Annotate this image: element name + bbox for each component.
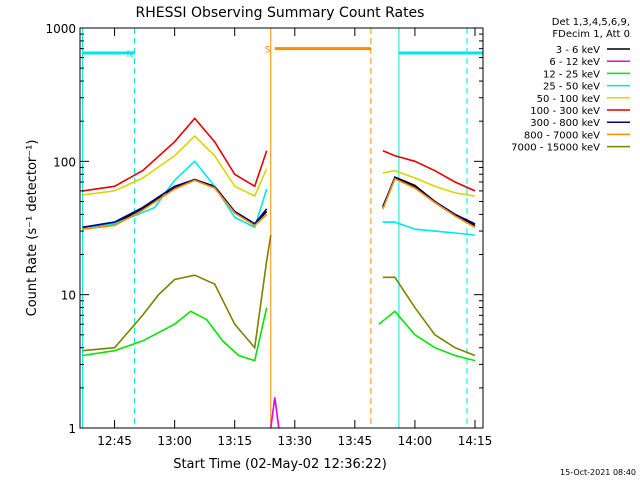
series-line-3 bbox=[82, 307, 476, 362]
y-tick-label-3: 100 bbox=[53, 155, 76, 169]
x-axis-label: Start Time (02-May-02 12:36:22) bbox=[173, 457, 387, 472]
legend-label-5: 50 - 100 keV bbox=[537, 94, 601, 105]
legend-label-9: 7000 - 15000 keV bbox=[511, 143, 600, 154]
x-tick-label-7: 14:15 bbox=[458, 434, 493, 448]
legend-label-1: 3 - 6 keV bbox=[556, 45, 600, 56]
series-line-6 bbox=[82, 117, 476, 192]
x-tick-label-4: 13:30 bbox=[277, 434, 312, 448]
series-line-9 bbox=[82, 234, 476, 357]
x-axis: 12:45 13:00 13:15 13:30 13:45 14:00 14:15 bbox=[97, 28, 492, 448]
legend-label-8: 800 - 7000 keV bbox=[524, 130, 600, 141]
series-line-8 bbox=[82, 177, 476, 230]
x-tick-label-2: 13:00 bbox=[157, 434, 192, 448]
y-tick-label-2: 10 bbox=[61, 289, 76, 303]
legend-label-7: 300 - 800 keV bbox=[530, 118, 600, 129]
legend-label-2: 6 - 12 keV bbox=[549, 57, 600, 68]
series-line-2 bbox=[270, 397, 280, 429]
legend-header-2: FDecim 1, Att 0 bbox=[552, 29, 630, 40]
plot-frame bbox=[79, 27, 484, 429]
legend-label-6: 100 - 300 keV bbox=[530, 106, 600, 117]
series-line-1 bbox=[82, 176, 476, 229]
x-tick-label-6: 14:00 bbox=[398, 434, 433, 448]
status-bar-label-2: N bbox=[127, 50, 134, 60]
y-axis-label: Count Rate (s⁻¹ detector⁻¹) bbox=[25, 140, 40, 317]
series-line-4 bbox=[82, 160, 476, 236]
timestamp: 15-Oct-2021 08:40 bbox=[560, 468, 636, 477]
legend: Det 1,3,4,5,6,9,FDecim 1, Att 0 3 - 6 keV… bbox=[511, 17, 630, 154]
legend-label-4: 25 - 50 keV bbox=[543, 82, 600, 93]
status-bar-label-3: S bbox=[265, 46, 271, 56]
chart-title: RHESSI Observing Summary Count Rates bbox=[136, 5, 425, 21]
y-tick-label-4: 1000 bbox=[45, 22, 76, 36]
x-tick-label-3: 13:15 bbox=[217, 434, 252, 448]
x-tick-label-1: 12:45 bbox=[97, 434, 132, 448]
y-axis: 1 10 100 1000 bbox=[45, 22, 483, 436]
x-tick-label-5: 13:45 bbox=[338, 434, 373, 448]
series-line-5 bbox=[82, 134, 476, 198]
y-tick-label-1: 1 bbox=[68, 422, 76, 436]
legend-header-1: Det 1,3,4,5,6,9, bbox=[552, 17, 630, 28]
legend-label-3: 12 - 25 keV bbox=[543, 69, 600, 80]
